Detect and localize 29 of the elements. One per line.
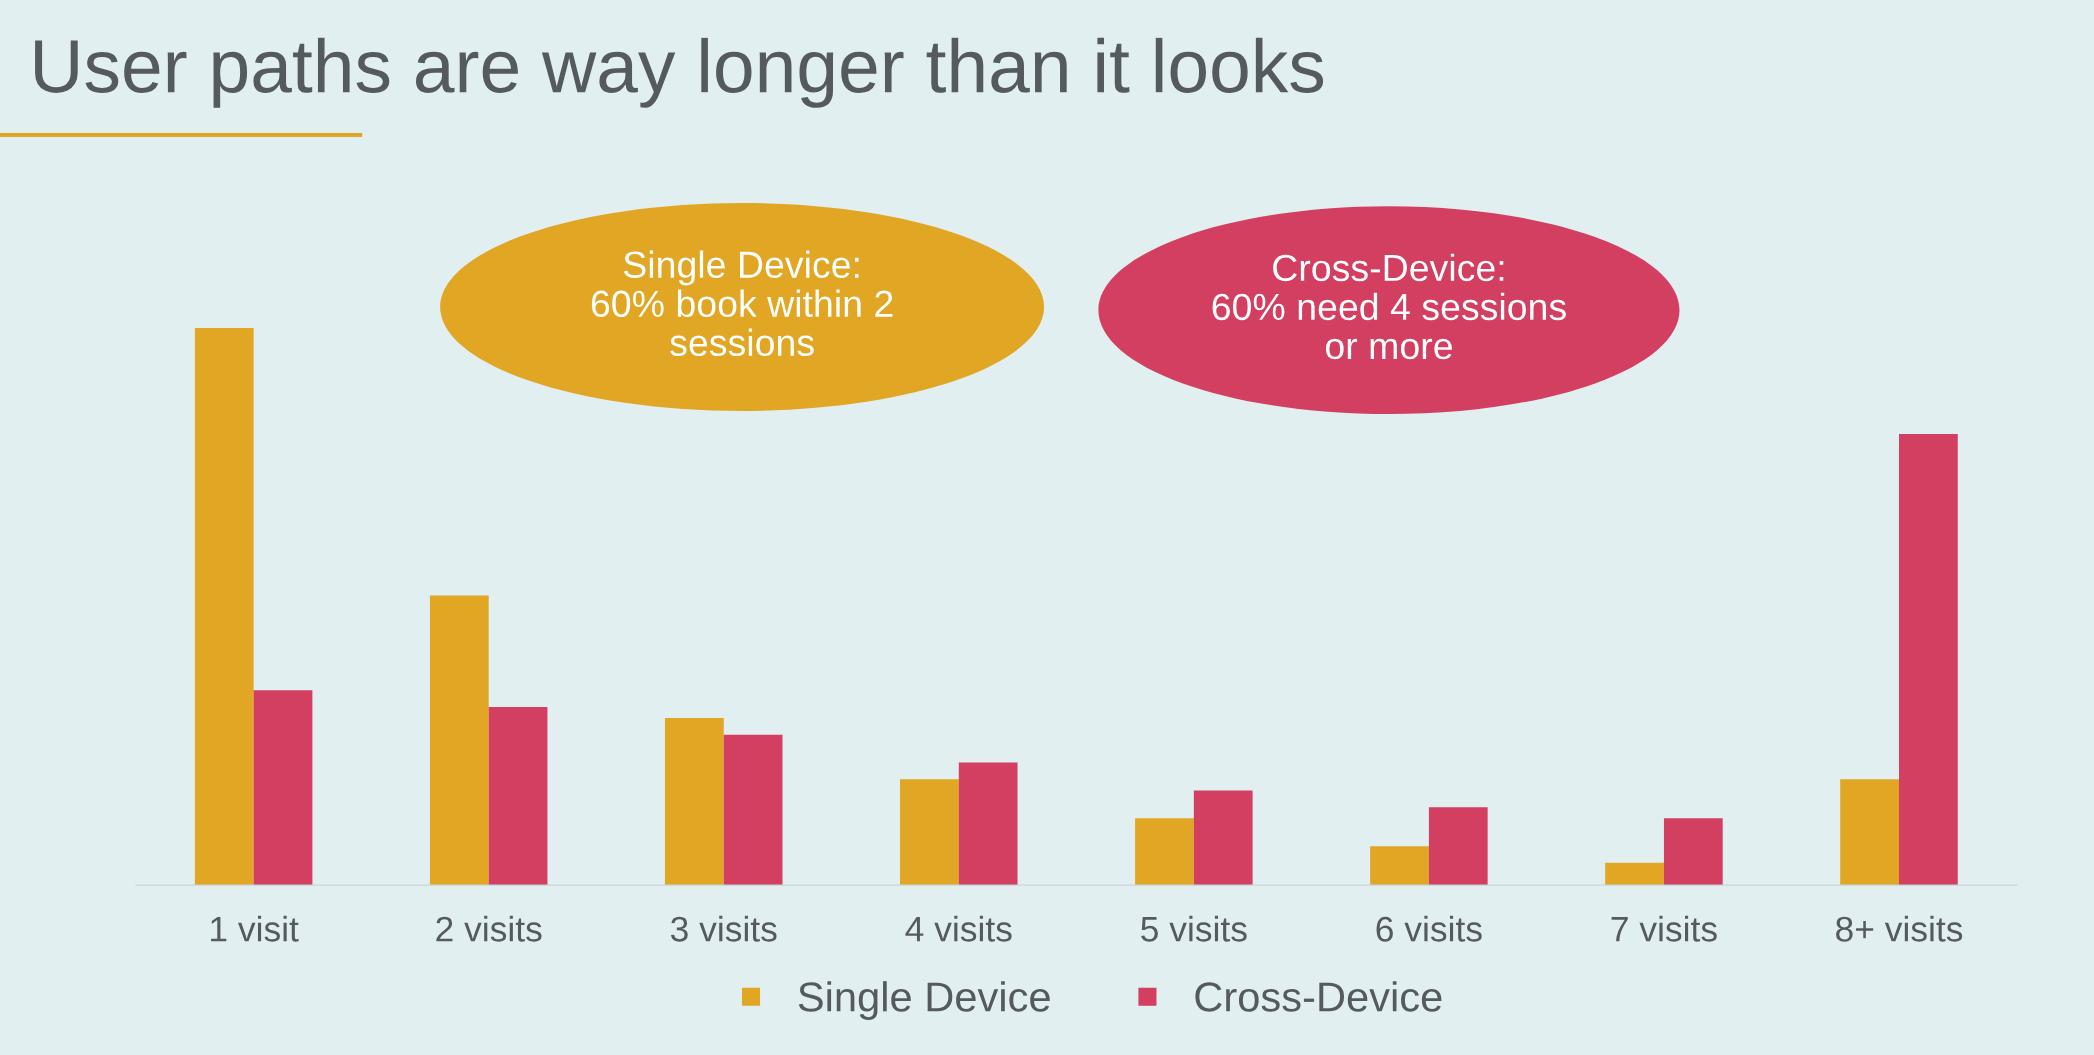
bar xyxy=(1899,433,1958,886)
chart-title: User paths are way longer than it looks xyxy=(35,37,1324,108)
x-tick-label: 8+ visits xyxy=(1836,915,1963,942)
x-tick-label: 2 visits xyxy=(436,915,542,942)
bar xyxy=(488,706,548,886)
bar xyxy=(429,595,489,886)
annotation: Cross-Device: 60% need 4 sessions or more xyxy=(1212,253,1566,360)
bar xyxy=(1605,862,1664,886)
x-tick-label: 6 visits xyxy=(1376,915,1482,942)
x-tick-label: 3 visits xyxy=(670,915,777,942)
bar xyxy=(1663,818,1723,886)
bar xyxy=(664,718,724,886)
bar xyxy=(723,734,783,886)
bar xyxy=(1840,779,1899,886)
bar xyxy=(1370,846,1429,886)
x-tick-label: 5 visits xyxy=(1141,915,1247,942)
bar xyxy=(253,690,313,886)
legend-label: Cross-Device xyxy=(1195,981,1442,1012)
bar xyxy=(1193,790,1253,886)
bar xyxy=(1428,807,1488,886)
annotation: Single Device: 60% book within 2 sessions xyxy=(591,250,893,357)
bar xyxy=(1135,818,1194,886)
legend-label: Single Device xyxy=(798,981,1050,1020)
x-tick-label: 1 visit xyxy=(211,915,299,942)
x-tick-label: 4 visits xyxy=(905,915,1012,942)
bar xyxy=(958,762,1018,886)
bar xyxy=(900,779,959,886)
bar xyxy=(194,328,254,886)
x-tick-label: 7 visits xyxy=(1611,915,1717,942)
